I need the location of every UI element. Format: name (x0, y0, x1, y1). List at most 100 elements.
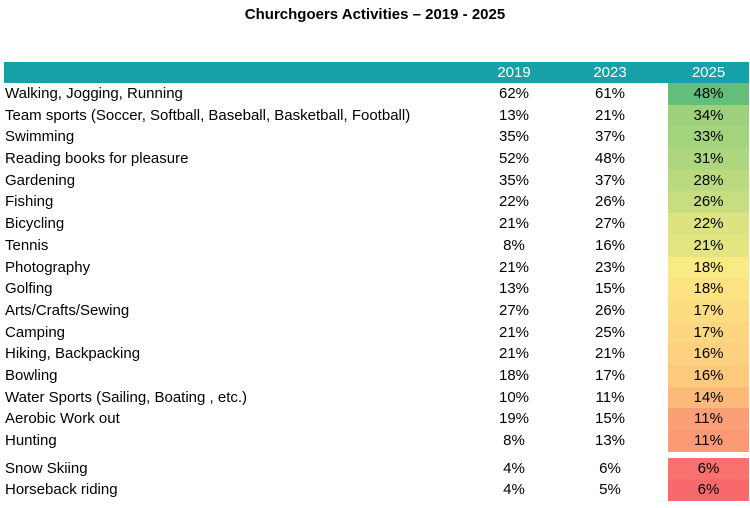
value-2025: 18% (693, 280, 724, 298)
activity-label: Bicycling (5, 215, 65, 233)
value-2023: 21% (594, 106, 626, 124)
value-2025-cell: 11% (668, 430, 749, 452)
value-2019: 21% (498, 323, 530, 341)
activity-label: Hiking, Backpacking (5, 345, 141, 363)
value-2025-cell: 16% (668, 364, 749, 387)
value-2025: 33% (693, 128, 724, 146)
table-row: Water Sports (Sailing, Boating , etc.) 10… (4, 386, 749, 409)
value-2019: 52% (498, 150, 530, 168)
value-2019: 21% (498, 258, 530, 276)
value-2025: 14% (693, 388, 724, 406)
activity-label: Hunting (5, 432, 57, 449)
value-2025: 22% (693, 215, 724, 233)
value-2023: 48% (594, 150, 626, 168)
table-row: Bicycling 21% 27% 22% (4, 213, 749, 235)
activity-label: Water Sports (Sailing, Boating , etc.) (5, 388, 248, 406)
table-row: Camping 21% 25% 17% (4, 321, 749, 344)
value-2023: 16% (594, 236, 626, 254)
activity-label: Snow Skiing (5, 459, 88, 477)
value-2025: 21% (693, 236, 724, 254)
value-2025: 11% (694, 410, 723, 428)
table-row: Hunting 8% 13% 11% (4, 430, 749, 452)
column-header-2025: 2025 (691, 64, 726, 81)
value-2025-cell: 22% (668, 213, 749, 235)
value-2023: 11% (595, 388, 625, 406)
value-2025-cell: 31% (668, 148, 749, 170)
table-row: Reading books for pleasure 52% 48% 31% (4, 148, 749, 170)
value-2025-cell: 17% (668, 299, 749, 322)
table-row: Horseback riding 4% 5% 6% (4, 479, 749, 502)
table-row: Fishing 22% 26% 26% (4, 191, 749, 214)
table-row: Team sports (Soccer, Softball, Baseball,… (4, 104, 749, 127)
value-2025-cell: 16% (668, 343, 749, 365)
value-2019: 4% (503, 459, 525, 477)
activity-label: Team sports (Soccer, Softball, Baseball,… (5, 106, 411, 124)
activity-label: Horseback riding (5, 481, 118, 499)
value-2019: 21% (498, 215, 530, 233)
value-2019: 8% (503, 236, 525, 254)
chart-title: Churchgoers Activities – 2019 - 2025 (244, 6, 506, 23)
value-2025-cell: 28% (668, 169, 749, 192)
column-header-2019: 2019 (497, 64, 531, 81)
value-2025-cell: 6% (668, 479, 749, 502)
activity-label: Bowling (5, 366, 58, 384)
value-2025: 18% (693, 258, 724, 276)
value-2023: 26% (594, 301, 626, 319)
value-2023: 37% (594, 128, 626, 146)
value-2025: 28% (693, 171, 724, 189)
table-row: Hiking, Backpacking 21% 21% 16% (4, 343, 749, 365)
value-2023: 23% (594, 258, 626, 276)
table-header: 2019 2023 2025 (4, 62, 749, 83)
value-2025: 6% (697, 459, 720, 477)
value-2023: 61% (594, 85, 626, 102)
value-2023: 37% (594, 171, 626, 189)
value-2025-cell: 48% (668, 83, 749, 105)
value-2023: 15% (594, 280, 626, 298)
value-2023: 27% (594, 215, 626, 233)
table-row: Walking, Jogging, Running 62% 61% 48% (4, 83, 749, 105)
activity-label: Reading books for pleasure (5, 150, 189, 168)
column-header-2023: 2023 (593, 64, 627, 81)
value-2023: 17% (594, 366, 626, 384)
value-2019: 27% (498, 301, 530, 319)
value-2023: 25% (594, 323, 626, 341)
activity-label: Walking, Jogging, Running (5, 85, 183, 102)
value-2023: 6% (599, 459, 621, 477)
value-2019: 8% (503, 432, 525, 449)
value-2023: 15% (594, 410, 626, 428)
value-2019: 35% (498, 128, 530, 146)
table-row: Bowling 18% 17% 16% (4, 364, 749, 387)
value-2025: 31% (693, 150, 724, 168)
activity-label: Swimming (5, 128, 75, 146)
value-2025: 17% (693, 301, 724, 319)
value-2023: 26% (594, 193, 626, 211)
value-2025-cell: 26% (668, 191, 749, 214)
value-2019: 35% (498, 171, 530, 189)
value-2023: 21% (594, 345, 626, 363)
value-2025-cell: 14% (668, 386, 749, 409)
value-2025: 11% (694, 432, 723, 449)
value-2019: 13% (498, 280, 530, 298)
value-2025: 34% (693, 106, 724, 124)
table-row: Aerobic Work out 19% 15% 11% (4, 408, 749, 430)
value-2025-cell: 11% (668, 408, 749, 430)
value-2023: 13% (594, 432, 626, 449)
activity-label: Golfing (5, 280, 53, 298)
value-2019: 13% (498, 106, 530, 124)
value-2019: 18% (498, 366, 530, 384)
table-row: Photography 21% 23% 18% (4, 256, 749, 279)
value-2025: 26% (693, 193, 724, 211)
activities-table: 2019 2023 2025 Walking, Jogging, Running… (4, 62, 749, 502)
value-2023: 5% (599, 481, 621, 499)
activity-label: Camping (5, 323, 66, 341)
value-2025: 16% (693, 345, 724, 363)
value-2025: 17% (693, 323, 724, 341)
value-2025-cell: 17% (668, 321, 749, 344)
value-2025-cell: 21% (668, 234, 749, 257)
value-2019: 4% (503, 481, 525, 499)
table-row: Arts/Crafts/Sewing 27% 26% 17% (4, 299, 749, 322)
table-row: Tennis 8% 16% 21% (4, 234, 749, 257)
value-2025-cell: 34% (668, 104, 749, 127)
value-2025-cell: 6% (668, 457, 749, 480)
value-2019: 19% (498, 410, 530, 428)
